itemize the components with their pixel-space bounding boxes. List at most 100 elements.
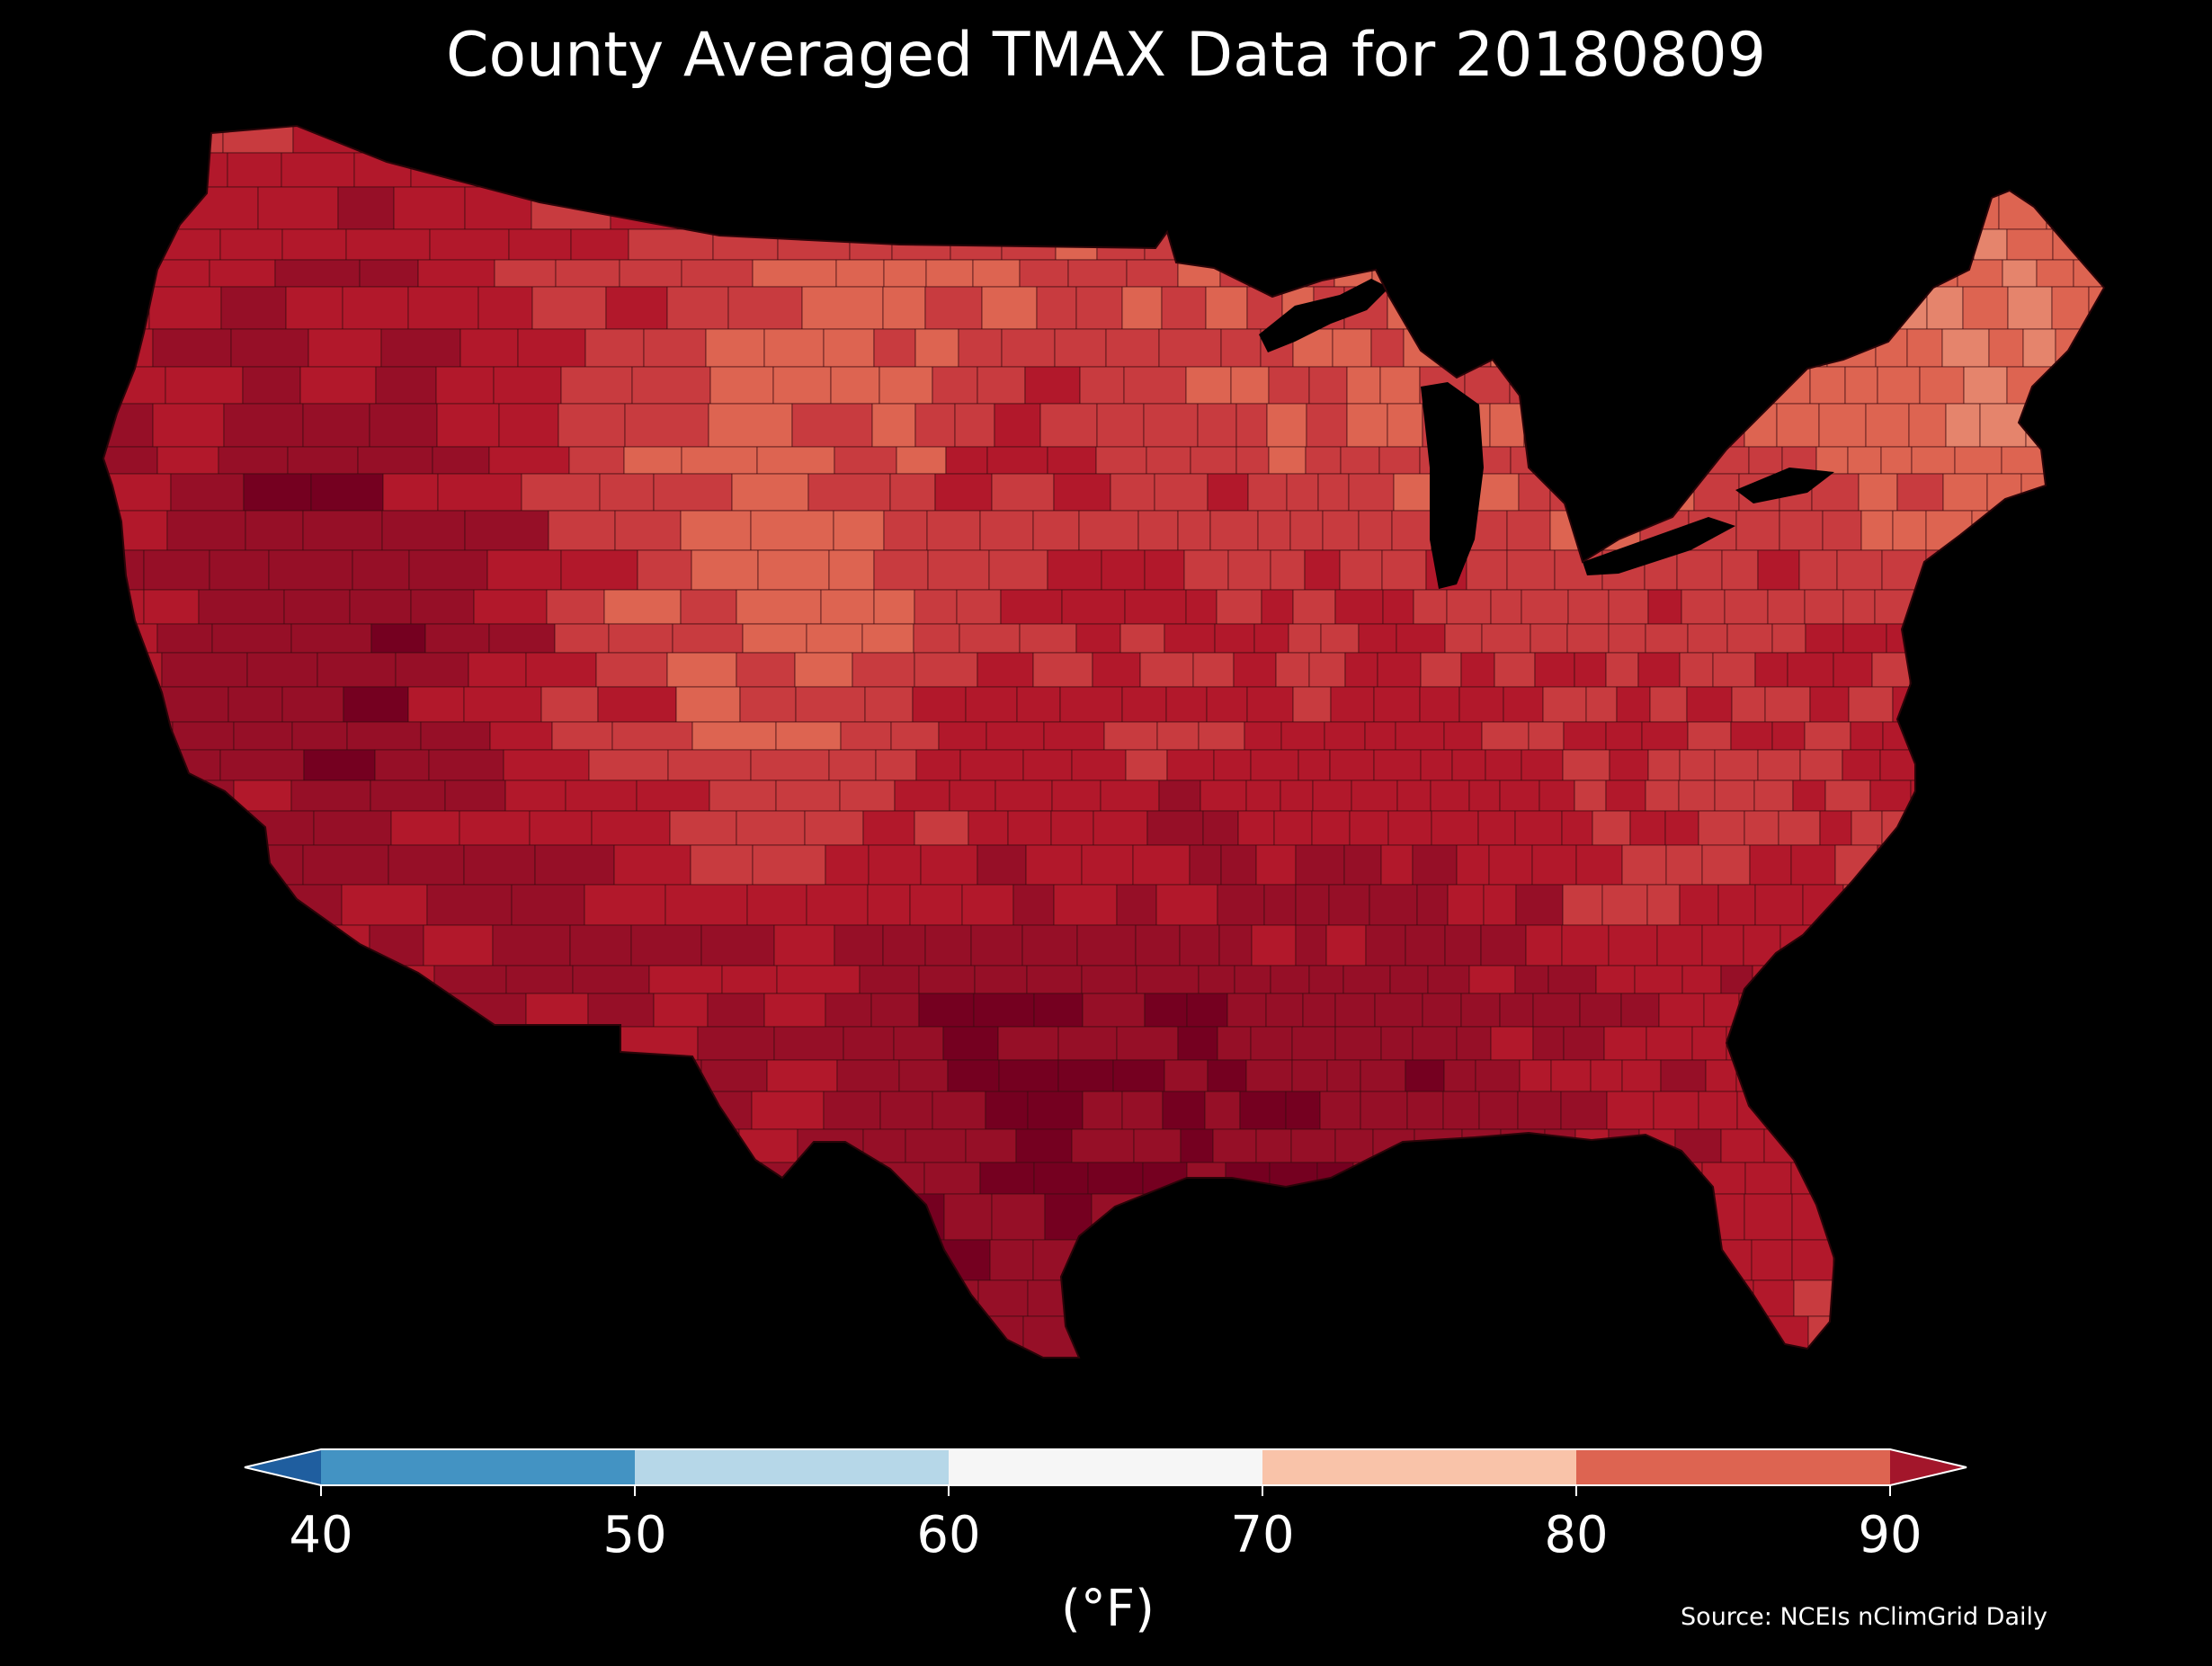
county: [700, 924, 775, 967]
county: [352, 1279, 420, 1317]
county: [1681, 965, 1722, 994]
county: [2065, 965, 2100, 994]
county: [204, 1059, 263, 1092]
county: [695, 126, 766, 154]
county: [1819, 810, 1852, 846]
county: [1679, 749, 1716, 781]
county: [1902, 993, 1937, 1028]
county: [1087, 1162, 1144, 1195]
county: [1131, 1279, 1195, 1317]
county: [611, 1091, 685, 1130]
county: [1616, 259, 1649, 288]
county: [731, 473, 809, 512]
county: [1101, 549, 1146, 591]
county: [1957, 186, 2000, 230]
county: [1818, 403, 1867, 448]
county: [103, 1128, 146, 1163]
county: [1572, 1362, 1604, 1402]
county: [752, 259, 837, 288]
county: [1260, 1279, 1295, 1317]
county: [381, 510, 466, 551]
county: [1904, 1362, 1943, 1402]
county: [2052, 366, 2099, 405]
county: [2006, 1026, 2055, 1061]
county: [1405, 924, 1446, 967]
county: [161, 993, 246, 1028]
county: [227, 152, 282, 188]
county: [896, 446, 947, 475]
county: [1055, 228, 1098, 261]
county: [920, 844, 978, 886]
county: [1332, 328, 1372, 368]
county: [1415, 1315, 1461, 1358]
county: [1614, 152, 1651, 188]
county: [359, 259, 419, 288]
county: [1434, 286, 1483, 330]
county: [570, 228, 629, 261]
county: [1882, 721, 1921, 751]
county: [369, 924, 424, 967]
county: [1637, 652, 1681, 688]
county: [2013, 993, 2052, 1028]
county: [1164, 1059, 1209, 1092]
county: [821, 1362, 870, 1402]
county: [1962, 286, 2009, 330]
county: [1121, 1091, 1164, 1130]
county: [103, 780, 171, 812]
county: [1483, 884, 1517, 926]
county: [1691, 1026, 1727, 1061]
county: [1405, 1239, 1445, 1281]
county: [683, 1091, 753, 1130]
county: [1926, 152, 1970, 188]
county: [1832, 1193, 1867, 1241]
county: [1550, 1059, 1592, 1092]
county: [2038, 721, 2083, 751]
county: [879, 1091, 933, 1130]
county: [406, 1059, 466, 1092]
county: [1951, 884, 1991, 926]
county: [1458, 1362, 1494, 1402]
county: [511, 884, 585, 926]
county: [1258, 1315, 1299, 1358]
county: [1312, 780, 1352, 812]
county: [1456, 1026, 1492, 1061]
county: [517, 328, 586, 368]
county: [1560, 1091, 1608, 1130]
county: [1490, 589, 1522, 625]
county: [230, 1162, 300, 1195]
county: [611, 721, 693, 751]
county: [1325, 924, 1367, 967]
county: [2007, 286, 2053, 330]
county: [1988, 328, 2024, 368]
county: [630, 924, 702, 967]
county: [1798, 549, 1838, 591]
county: [1207, 1059, 1247, 1092]
county: [1442, 1091, 1480, 1130]
county: [1158, 780, 1201, 812]
county: [1297, 1239, 1334, 1281]
county: [1809, 686, 1850, 723]
county: [1757, 259, 1798, 288]
county: [1499, 993, 1534, 1028]
county: [103, 924, 165, 967]
county: [605, 286, 668, 330]
county: [1302, 993, 1336, 1028]
county: [1919, 366, 1965, 405]
county: [103, 749, 147, 781]
county: [1395, 721, 1445, 751]
county: [219, 228, 283, 261]
county: [1909, 652, 1948, 688]
county: [537, 1091, 613, 1130]
county: [214, 1362, 285, 1402]
county: [103, 403, 154, 448]
county: [161, 126, 224, 154]
county: [1802, 884, 1844, 926]
county: [584, 328, 645, 368]
county: [1562, 884, 1603, 926]
county: [341, 884, 428, 926]
county: [1216, 589, 1262, 625]
county: [691, 721, 777, 751]
county: [1095, 446, 1147, 475]
county: [1562, 186, 1594, 230]
county: [1677, 186, 1711, 230]
